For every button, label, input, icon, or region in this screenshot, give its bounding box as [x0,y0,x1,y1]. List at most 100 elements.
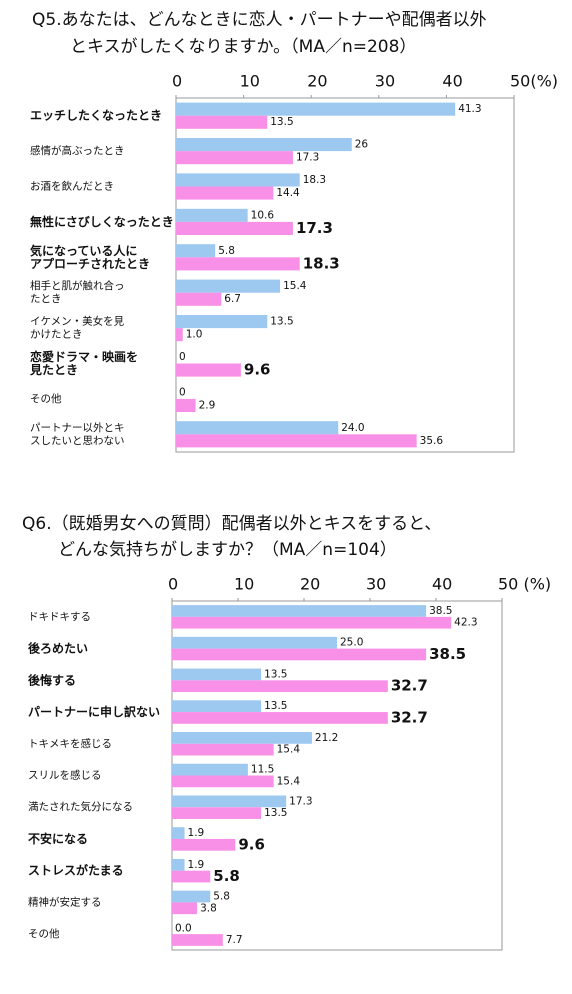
value-label: 32.7 [391,677,428,695]
x-tick-label: 0 [172,72,182,91]
category-line: たとき [30,293,62,305]
category-line: その他 [30,392,62,405]
value-label: 3.8 [200,902,217,914]
bar [172,870,211,883]
bar [176,208,248,222]
value-label: 5.8 [213,867,240,885]
value-label: 1.0 [186,329,203,341]
bar [172,902,198,915]
x-tick-label: 50 (%) [498,575,551,594]
category-label: 後悔する [28,672,76,687]
bar [172,616,452,629]
bar [176,434,417,448]
value-label: 26 [355,139,369,151]
category-line: トキメキを感じる [28,737,112,750]
bar [172,636,337,649]
value-label: 0 [179,386,186,398]
category-label: その他 [28,927,60,940]
value-label: 21.2 [315,732,338,744]
bar [172,795,287,808]
bar [172,712,388,724]
category-line: ドキドキする [28,611,91,623]
value-label: 41.3 [458,103,481,115]
category-line: 無性にさびしくなったとき [30,213,174,228]
category-line: 後ろめたい [28,640,88,655]
x-tick-label: 40 [442,72,462,91]
bar [172,743,274,756]
bar [172,775,274,788]
value-label: 1.9 [188,827,205,839]
value-label: 15.4 [277,775,301,787]
bar [176,292,222,306]
bar [172,858,185,871]
category-line: 感情が高ぶったとき [30,144,125,157]
bar [176,102,456,116]
bar [172,605,427,617]
category-label: 後ろめたい [28,640,88,655]
bar [176,398,196,412]
category-label: ストレスがたまる [28,862,124,877]
value-label: 5.8 [218,245,235,257]
category-label: 感情が高ぶったとき [30,144,125,157]
value-label: 13.5 [264,807,287,819]
chart-title: どんな気持ちがしますか？（MA／n=104） [58,540,397,560]
bar [172,763,248,776]
value-label: 5.8 [213,891,230,903]
x-tick-label: 20 [307,72,327,91]
bar [176,244,216,258]
category-line: 後悔する [28,672,76,687]
value-label: 24.0 [341,422,364,434]
category-line: 相手と肌が触れ合っ [30,279,125,292]
category-label: スリルを感じる [28,769,102,782]
value-label: 13.5 [270,116,293,128]
value-label: 18.3 [303,254,340,272]
category-line: ストレスがたまる [28,862,124,877]
category-label: ドキドキする [28,611,91,623]
bar [172,648,427,661]
category-line: スリルを感じる [28,769,102,782]
category-label: 相手と肌が触れ合ったとき [30,279,125,305]
bar [176,279,281,293]
x-tick-label: 30 [375,72,395,91]
value-label: 10.6 [251,209,275,221]
x-tick-label: 10 [240,72,260,91]
value-label: 13.5 [270,316,293,328]
bar [176,363,241,377]
category-label: 満たされた気分になる [28,800,133,813]
category-label: お酒を飲んだとき [30,180,114,193]
category-line: パートナー以外とキ [30,422,125,434]
bar [172,890,211,903]
x-tick-label: 30 [366,575,386,594]
chart-title: Q5.あなたは、どんなときに恋人・パートナーや配偶者以外 [32,9,487,30]
value-label: 13.5 [264,668,287,680]
value-label: 42.3 [454,617,477,629]
category-line: スしたいと思わない [30,435,125,447]
bar [176,421,339,435]
value-label: 35.6 [420,435,444,447]
value-label: 0.0 [175,922,192,934]
bar [176,151,293,165]
category-label: 気になっている人にアプローチされたとき [30,242,150,270]
value-label: 1.9 [188,859,205,871]
category-line: 満たされた気分になる [28,800,133,813]
value-label: 25.0 [340,637,363,649]
chart: Q5.あなたは、どんなときに恋人・パートナーや配偶者以外とキスがしたくなりますか… [29,9,558,453]
value-label: 0 [179,351,186,363]
category-line: お酒を飲んだとき [30,180,114,193]
bar [176,257,300,271]
category-line: 気になっている人に [30,242,137,257]
value-label: 9.6 [244,361,271,379]
bar [176,173,300,187]
chart-title: Q6.（既婚男女への質問）配偶者以外とキスをすると、 [22,514,441,534]
bar [172,700,262,713]
category-label: トキメキを感じる [28,737,112,750]
value-label: 9.6 [238,835,265,853]
bar [176,186,274,200]
value-label: 2.9 [199,399,216,411]
bar [176,115,268,129]
category-label: 無性にさびしくなったとき [30,213,174,228]
value-label: 15.4 [283,280,307,292]
category-label: パートナーに申し訳ない [28,704,160,719]
category-label: イケメン・美女を見かけたとき [30,315,125,341]
